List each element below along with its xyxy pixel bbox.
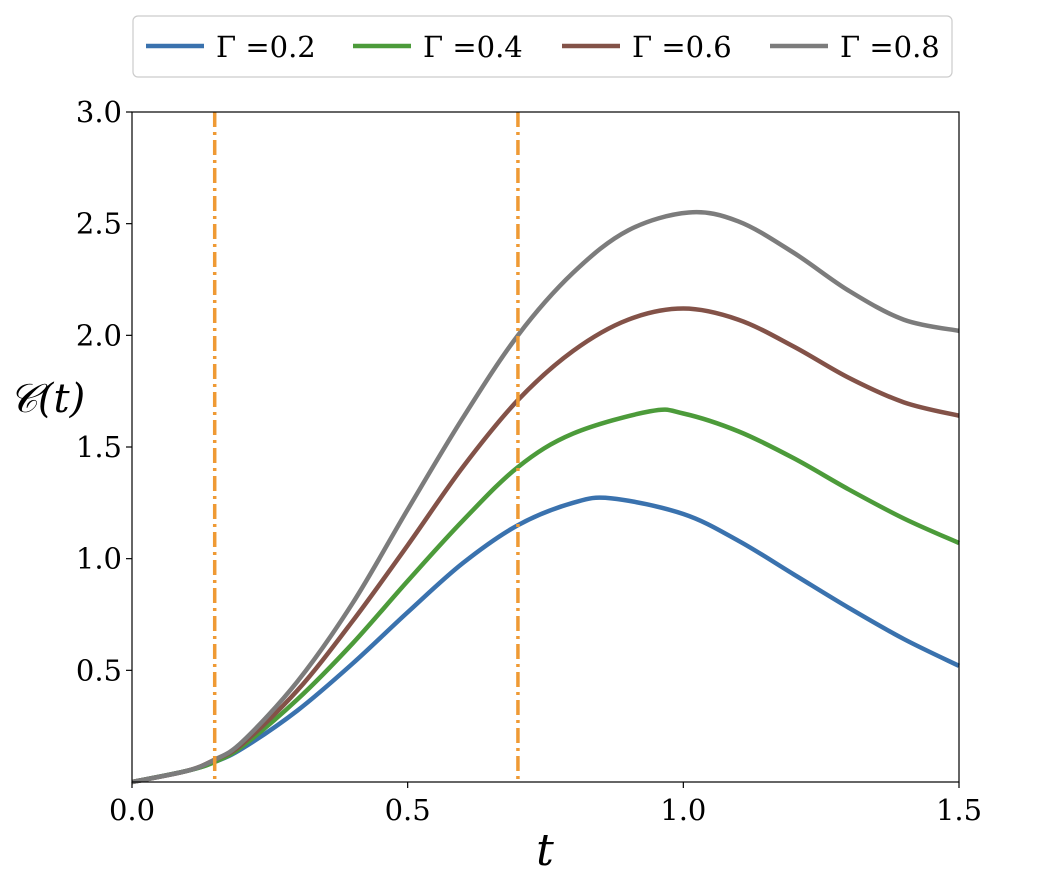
y-axis-label: 𝒞(t) (9, 376, 85, 422)
series-line-4 (131, 209, 960, 785)
series-line-1 (131, 495, 960, 785)
x-axis: 0.0 0.5 1.0 1.5 (109, 782, 982, 827)
x-axis-label: t (536, 825, 554, 876)
y-tick-label: 1.0 (76, 542, 122, 576)
y-tick-label: 0.5 (76, 653, 122, 687)
legend: Γ =0.2 Γ =0.4 Γ =0.6 Γ =0.8 (132, 15, 953, 78)
y-tick-label: 1.5 (76, 430, 122, 464)
y-axis: 0.5 1.0 1.5 2.0 2.5 3.0 (76, 95, 132, 687)
y-tick-label: 3.0 (76, 95, 122, 129)
series-line-3 (131, 306, 960, 785)
x-tick-label: 1.0 (660, 793, 706, 827)
legend-label-1: Γ =0.2 (216, 30, 316, 64)
x-tick-label: 0.0 (109, 793, 155, 827)
x-tick-label: 0.5 (385, 793, 431, 827)
legend-label-2: Γ =0.4 (423, 30, 523, 64)
plot-area (131, 111, 960, 785)
legend-label-3: Γ =0.6 (632, 30, 732, 64)
x-tick-label: 1.5 (936, 793, 982, 827)
y-tick-label: 2.0 (76, 318, 122, 352)
legend-label-4: Γ =0.8 (840, 30, 940, 64)
legend-box (132, 15, 953, 78)
y-tick-label: 2.5 (76, 207, 122, 241)
